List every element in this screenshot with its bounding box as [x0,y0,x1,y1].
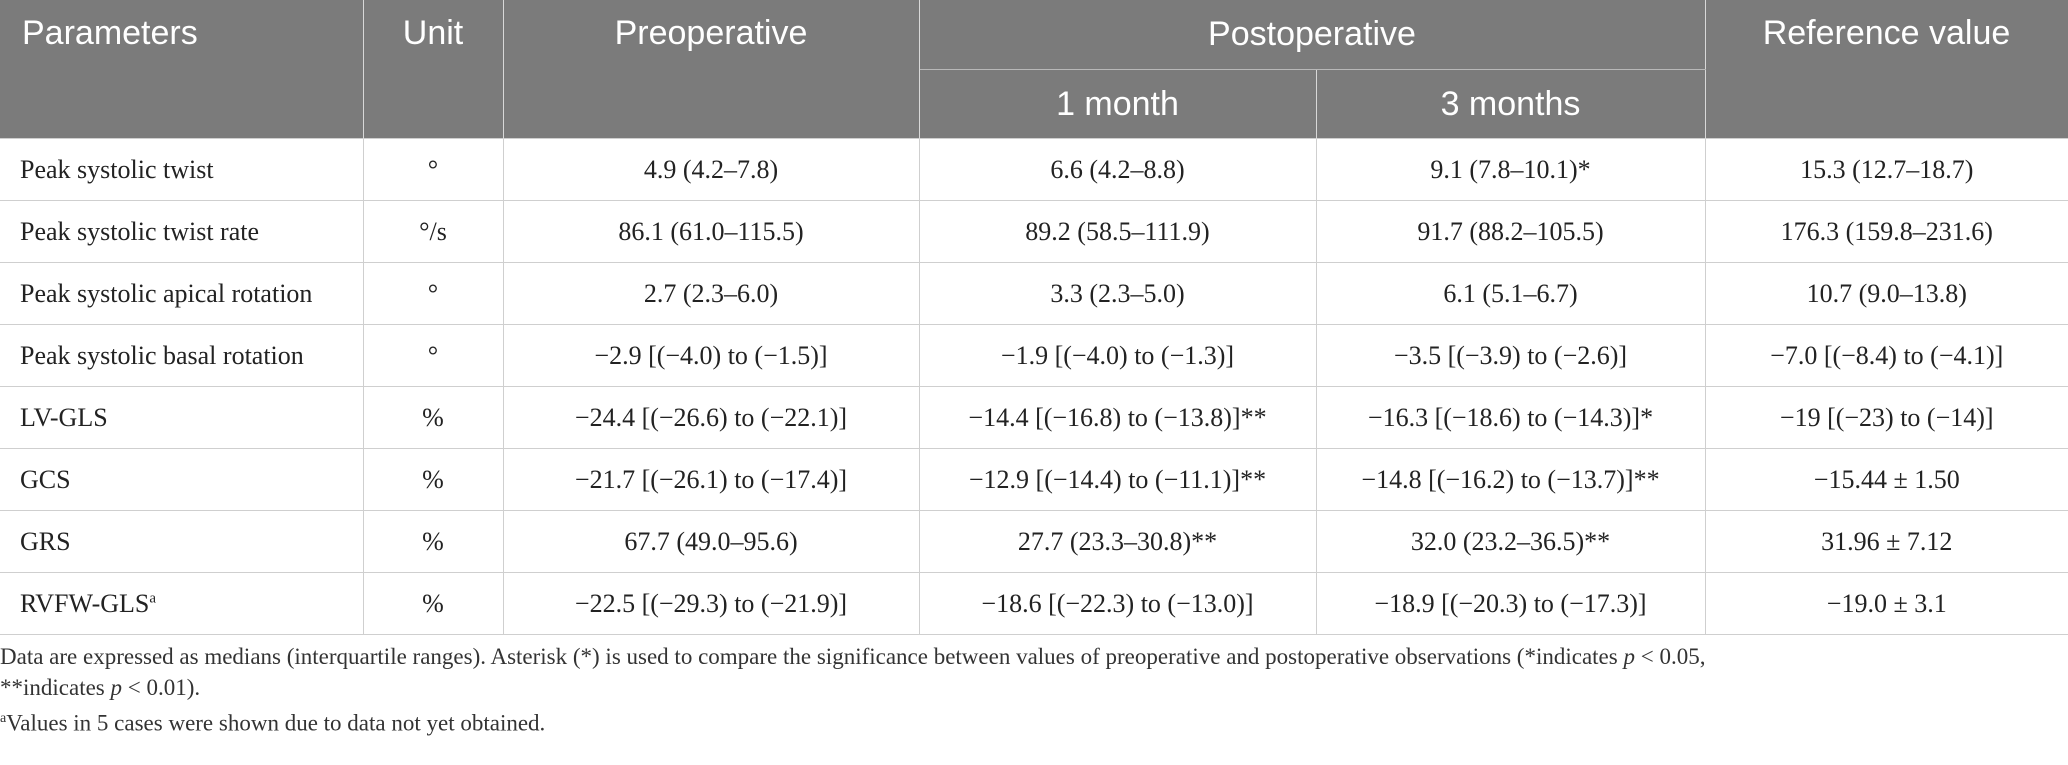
cell-parameter: RVFW-GLSa [0,572,364,635]
table-row: GCS % −21.7 [(−26.1) to (−17.4)] −12.9 [… [0,448,2068,511]
cell-parameter: Peak systolic basal rotation [0,324,364,387]
cell-unit: ° [362,324,504,387]
header-3-months: 3 months [1315,69,1706,139]
header-parameters: Parameters [0,0,364,139]
cell-parameter: GCS [0,448,364,511]
table-row: Peak systolic apical rotation ° 2.7 (2.3… [0,262,2068,325]
cell-3-months: −3.5 [(−3.9) to (−2.6)] [1315,324,1706,387]
cell-reference: 31.96 ± 7.12 [1704,510,2068,573]
header-unit: Unit [362,0,504,139]
cell-preoperative: −2.9 [(−4.0) to (−1.5)] [502,324,920,387]
cell-parameter: Peak systolic twist [0,138,364,201]
cell-1-month: −1.9 [(−4.0) to (−1.3)] [918,324,1317,387]
cell-1-month: 27.7 (23.3–30.8)** [918,510,1317,573]
cell-3-months: 6.1 (5.1–6.7) [1315,262,1706,325]
cell-parameter: Peak systolic twist rate [0,200,364,263]
cell-1-month: −14.4 [(−16.8) to (−13.8)]** [918,386,1317,449]
cell-preoperative: −21.7 [(−26.1) to (−17.4)] [502,448,920,511]
header-1-month: 1 month [919,69,1317,139]
cell-preoperative: 2.7 (2.3–6.0) [502,262,920,325]
cell-parameter: Peak systolic apical rotation [0,262,364,325]
cell-3-months: −14.8 [(−16.2) to (−13.7)]** [1315,448,1706,511]
header-preoperative: Preoperative [502,0,920,139]
cell-preoperative: 4.9 (4.2–7.8) [502,138,920,201]
cell-unit: % [362,386,504,449]
cell-unit: °/s [362,200,504,263]
results-table: Parameters Unit Preoperative Postoperati… [0,0,2068,635]
cell-preoperative: −24.4 [(−26.6) to (−22.1)] [502,386,920,449]
cell-reference: −19.0 ± 3.1 [1704,572,2068,635]
table-row: Peak systolic twist rate °/s 86.1 (61.0–… [0,200,2068,263]
cell-reference: 176.3 (159.8–231.6) [1704,200,2068,263]
cell-1-month: 89.2 (58.5–111.9) [918,200,1317,263]
header-postoperative: Postoperative [918,0,1706,70]
cell-reference: −7.0 [(−8.4) to (−4.1)] [1704,324,2068,387]
cell-1-month: −18.6 [(−22.3) to (−13.0)] [918,572,1317,635]
table-body: Peak systolic twist ° 4.9 (4.2–7.8) 6.6 … [0,138,2068,635]
cell-unit: % [362,572,504,635]
cell-1-month: 3.3 (2.3–5.0) [918,262,1317,325]
cell-3-months: 91.7 (88.2–105.5) [1315,200,1706,263]
cell-1-month: −12.9 [(−14.4) to (−11.1)]** [918,448,1317,511]
cell-reference: 10.7 (9.0–13.8) [1704,262,2068,325]
cell-reference: −15.44 ± 1.50 [1704,448,2068,511]
footnote-significance: Data are expressed as medians (interquar… [0,644,1706,700]
cell-preoperative: 86.1 (61.0–115.5) [502,200,920,263]
cell-3-months: 32.0 (23.2–36.5)** [1315,510,1706,573]
footnote-a: aValues in 5 cases were shown due to dat… [0,710,546,736]
table-row: Peak systolic basal rotation ° −2.9 [(−4… [0,324,2068,387]
cell-parameter: LV-GLS [0,386,364,449]
cell-unit: ° [362,138,504,201]
table-footnotes: Data are expressed as medians (interquar… [0,641,2040,739]
cell-3-months: 9.1 (7.8–10.1)* [1315,138,1706,201]
cell-unit: % [362,448,504,511]
cell-reference: 15.3 (12.7–18.7) [1704,138,2068,201]
cell-1-month: 6.6 (4.2–8.8) [918,138,1317,201]
header-reference-value: Reference value [1704,0,2068,139]
table-row: RVFW-GLSa % −22.5 [(−29.3) to (−21.9)] −… [0,572,2068,635]
cell-preoperative: 67.7 (49.0–95.6) [502,510,920,573]
cell-preoperative: −22.5 [(−29.3) to (−21.9)] [502,572,920,635]
table-row: GRS % 67.7 (49.0–95.6) 27.7 (23.3–30.8)*… [0,510,2068,573]
cell-unit: % [362,510,504,573]
cell-unit: ° [362,262,504,325]
cell-3-months: −16.3 [(−18.6) to (−14.3)]* [1315,386,1706,449]
table-row: LV-GLS % −24.4 [(−26.6) to (−22.1)] −14.… [0,386,2068,449]
table-row: Peak systolic twist ° 4.9 (4.2–7.8) 6.6 … [0,138,2068,201]
cell-parameter: GRS [0,510,364,573]
cell-reference: −19 [(−23) to (−14)] [1704,386,2068,449]
cell-3-months: −18.9 [(−20.3) to (−17.3)] [1315,572,1706,635]
